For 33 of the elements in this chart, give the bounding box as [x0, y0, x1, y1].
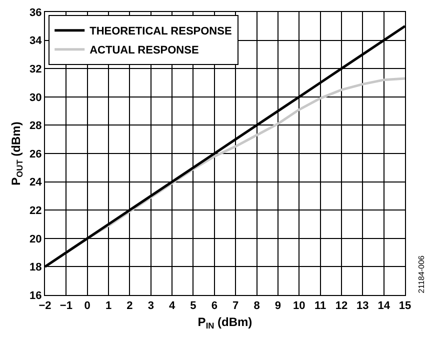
x-tick-label: 10	[292, 300, 306, 312]
x-tick-label: −1	[60, 300, 72, 312]
y-tick-label: 18	[30, 262, 42, 274]
x-tick-label: 5	[190, 300, 196, 312]
x-tick-label: 12	[335, 300, 348, 312]
y-tick-label: 34	[30, 35, 43, 48]
x-tick-label: 9	[274, 300, 282, 312]
y-tick-label: 30	[30, 92, 42, 104]
x-tick-label: 4	[168, 300, 176, 312]
x-tick-label: 2	[126, 300, 133, 312]
legend-label: ACTUAL RESPONSE	[90, 44, 199, 57]
text: 21184-006	[417, 254, 426, 294]
x-tick-label: 13	[356, 300, 369, 312]
x-tick-label: 7	[232, 300, 239, 312]
x-tick-label: 15	[398, 300, 412, 312]
y-tick-label: 36	[30, 6, 42, 19]
y-tick-label: 26	[30, 148, 42, 160]
x-tick-label: −2	[38, 300, 52, 312]
y-tick-label: 24	[30, 176, 43, 189]
x-tick-label: 8	[254, 300, 260, 312]
y-tick-label: 22	[30, 204, 42, 217]
x-tick-label: 14	[378, 300, 391, 312]
y-tick-label: 16	[30, 290, 42, 302]
x-axis-title: P$_{IN}$ (dBm)	[198, 315, 252, 331]
x-tick-label: 11	[314, 300, 326, 312]
x-tick-label: 0	[84, 300, 90, 312]
y-tick-label: 20	[30, 233, 42, 246]
x-tick-label: 6	[211, 300, 218, 312]
y-tick-label: 32	[30, 63, 42, 76]
x-tick-label: 3	[148, 300, 154, 312]
y-tick-label: 28	[30, 120, 42, 132]
legend-label: THEORETICAL RESPONSE	[90, 26, 232, 38]
x-tick-label: 1	[105, 300, 112, 312]
